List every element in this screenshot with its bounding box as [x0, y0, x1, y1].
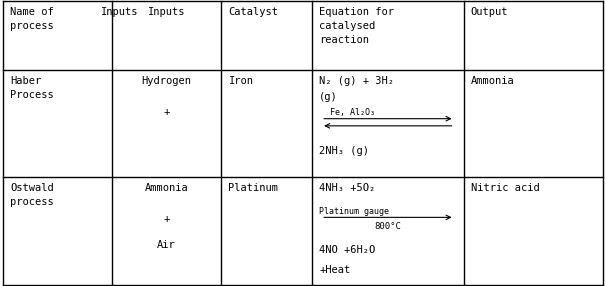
- Text: Catalyst: Catalyst: [228, 7, 279, 17]
- Text: Inputs: Inputs: [101, 7, 138, 17]
- Text: +Heat: +Heat: [319, 265, 351, 275]
- Text: Nitric acid: Nitric acid: [471, 183, 539, 193]
- Text: Name of
process: Name of process: [10, 7, 54, 31]
- Text: Air: Air: [158, 240, 176, 250]
- Text: Iron: Iron: [228, 76, 253, 86]
- Text: 4NH₃ +5O₂: 4NH₃ +5O₂: [319, 183, 376, 193]
- Text: Ammonia: Ammonia: [471, 76, 514, 86]
- Text: Inputs: Inputs: [148, 7, 185, 17]
- Text: +: +: [164, 214, 170, 225]
- Text: 800°C: 800°C: [375, 222, 401, 231]
- Text: (g): (g): [319, 92, 338, 102]
- Text: Ammonia: Ammonia: [145, 183, 188, 193]
- Text: N₂ (g) + 3H₂: N₂ (g) + 3H₂: [319, 76, 395, 86]
- Text: Ostwald
process: Ostwald process: [10, 183, 54, 207]
- Text: 4NO +6H₂O: 4NO +6H₂O: [319, 245, 376, 255]
- Text: Platinum: Platinum: [228, 183, 279, 193]
- Text: Fe, Al₂O₃: Fe, Al₂O₃: [330, 108, 375, 117]
- Text: Hydrogen: Hydrogen: [142, 76, 191, 86]
- Text: Haber
Process: Haber Process: [10, 76, 54, 100]
- Text: Platinum gauge: Platinum gauge: [319, 207, 390, 216]
- Text: 2NH₃ (g): 2NH₃ (g): [319, 146, 370, 156]
- Text: Output: Output: [471, 7, 508, 17]
- Text: Equation for
catalysed
reaction: Equation for catalysed reaction: [319, 7, 395, 45]
- Text: +: +: [164, 107, 170, 117]
